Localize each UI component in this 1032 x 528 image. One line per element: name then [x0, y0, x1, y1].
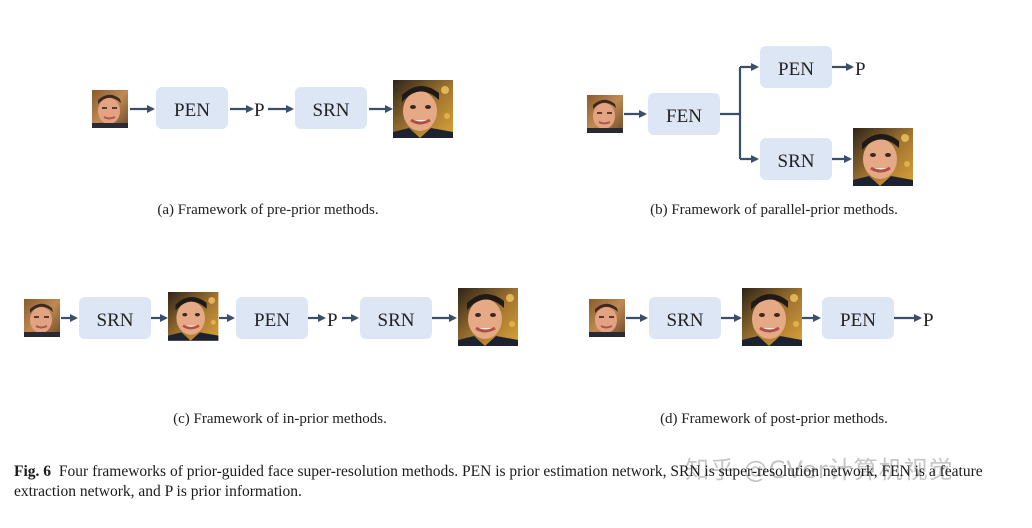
- panel-b: FEN PEN P SRN (b) Framework of parallel-…: [586, 46, 915, 218]
- caption-d: (d) Framework of post-prior methods.: [660, 411, 888, 427]
- srn-box: [649, 297, 721, 339]
- pen-box: [822, 297, 894, 339]
- pen-label: PEN: [174, 100, 210, 121]
- low-res-face-image: [23, 298, 61, 338]
- low-res-face-image: [91, 89, 129, 129]
- pen-box: [760, 46, 832, 88]
- pen-box: [236, 297, 308, 339]
- panel-c: SRN PEN P SRN (c) Framework of in-prior …: [23, 286, 520, 427]
- intermediate-face-image: [166, 290, 220, 342]
- pen-box: [156, 87, 228, 129]
- pen-label: PEN: [254, 310, 290, 331]
- fen-label: FEN: [666, 106, 702, 127]
- srn-label: SRN: [313, 100, 350, 121]
- prior-label: P: [923, 310, 934, 331]
- caption-b: (b) Framework of parallel-prior methods.: [650, 202, 898, 218]
- srn-label: SRN: [667, 310, 704, 331]
- high-res-face-image: [851, 126, 915, 188]
- prior-label: P: [254, 100, 265, 121]
- srn-label: SRN: [378, 310, 415, 331]
- pen-label: PEN: [840, 310, 876, 331]
- srn-box: [295, 87, 367, 129]
- srn-label: SRN: [778, 151, 815, 172]
- low-res-face-image: [586, 94, 624, 134]
- caption-a: (a) Framework of pre-prior methods.: [157, 202, 378, 218]
- high-res-face-image: [456, 286, 520, 348]
- prior-label: P: [327, 310, 338, 331]
- srn-box: [360, 297, 432, 339]
- srn-box: [79, 297, 151, 339]
- panel-d: SRN PEN P (d) Framework of post-prior me…: [588, 286, 934, 427]
- figure-caption: Fig. 6 Four frameworks of prior-guided f…: [14, 462, 1019, 502]
- fen-box: [648, 93, 720, 135]
- low-res-face-image: [588, 298, 626, 338]
- srn-label: SRN: [97, 310, 134, 331]
- caption-c: (c) Framework of in-prior methods.: [173, 411, 387, 427]
- srn-box: [760, 138, 832, 180]
- high-res-face-image: [391, 78, 455, 140]
- figure-caption-label: Fig. 6: [14, 463, 52, 480]
- panel-a: PEN P SRN (a) Framework of pre-prior met…: [91, 78, 455, 218]
- high-res-face-image: [740, 286, 804, 348]
- figure-caption-text: Four frameworks of prior-guided face sup…: [14, 463, 983, 500]
- prior-label: P: [855, 59, 866, 80]
- pen-label: PEN: [778, 59, 814, 80]
